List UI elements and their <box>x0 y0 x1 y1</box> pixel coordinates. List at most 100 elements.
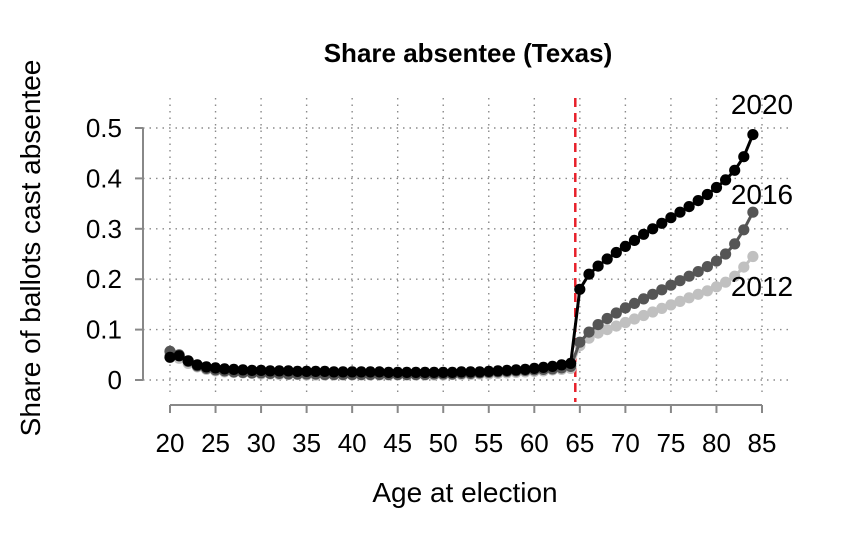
y-tick-label: 0.5 <box>86 113 122 143</box>
data-point-2016 <box>592 319 604 331</box>
data-point-2020 <box>291 365 304 377</box>
data-point-2020 <box>738 151 750 163</box>
data-point-2012 <box>738 261 750 273</box>
data-point-2020 <box>492 365 504 377</box>
x-tick-label: 55 <box>474 428 503 458</box>
x-tick-label: 85 <box>748 428 777 458</box>
data-point-2016 <box>692 266 704 278</box>
data-point-2020 <box>574 283 586 295</box>
data-point-2012 <box>683 292 695 304</box>
x-tick-label: 30 <box>247 428 276 458</box>
series-2016 <box>164 206 759 381</box>
data-point-2020 <box>546 360 559 372</box>
axes-layer: 0 0.1 0.2 0.3 0.4 0.5 20 25 30 35 40 45 50 55 60 65 70 75… <box>86 113 777 458</box>
data-point-2020 <box>383 366 395 378</box>
data-point-2016 <box>665 279 677 291</box>
data-point-2012 <box>729 270 741 282</box>
data-point-2020 <box>319 365 331 377</box>
data-point-2020 <box>710 181 723 194</box>
data-point-2020 <box>510 364 522 376</box>
data-point-2020 <box>565 357 577 369</box>
data-point-2012 <box>619 316 632 329</box>
data-point-2020 <box>264 365 276 377</box>
data-point-2020 <box>665 212 677 224</box>
data-point-2020 <box>182 355 194 367</box>
data-point-2020 <box>173 350 185 362</box>
data-point-2016 <box>674 275 686 287</box>
data-point-2020 <box>446 366 458 378</box>
data-point-2020 <box>428 366 440 378</box>
data-point-2016 <box>574 336 586 348</box>
data-point-2016 <box>747 206 759 218</box>
data-point-2020 <box>191 359 203 371</box>
chart-title: Share absentee (Texas) <box>324 38 613 68</box>
data-point-2020 <box>465 366 477 378</box>
x-tick-label: 25 <box>201 428 230 458</box>
data-point-2020 <box>656 217 668 229</box>
series-label-2020: 2020 <box>731 89 793 120</box>
data-point-2020 <box>364 366 376 378</box>
y-tick-label: 0.4 <box>86 163 122 193</box>
data-point-2020 <box>200 361 212 373</box>
data-point-2020 <box>164 351 176 363</box>
data-point-2016 <box>683 270 695 282</box>
series-label-2012: 2012 <box>731 271 793 302</box>
data-point-2020 <box>483 365 495 377</box>
data-point-2012 <box>592 327 604 339</box>
data-point-2020 <box>282 365 294 377</box>
data-point-2012 <box>601 324 613 336</box>
data-point-2020 <box>747 129 759 141</box>
data-point-2020 <box>601 253 613 265</box>
data-point-2020 <box>528 362 540 374</box>
data-point-2020 <box>628 234 641 246</box>
data-point-2020 <box>228 363 240 375</box>
data-point-2020 <box>392 366 404 378</box>
data-point-2012 <box>628 313 641 325</box>
x-tick-label: 65 <box>565 428 594 458</box>
data-point-2020 <box>219 363 231 375</box>
y-axis-label: Share of ballots cast absentee <box>15 60 46 437</box>
data-point-2012 <box>647 306 659 318</box>
y-tick-label: 0.2 <box>86 264 122 294</box>
data-point-2016 <box>619 302 632 314</box>
data-point-2020 <box>692 195 704 207</box>
data-point-2012 <box>674 295 686 307</box>
series-2020 <box>164 129 759 378</box>
data-point-2016 <box>638 293 650 305</box>
data-point-2016 <box>701 261 714 273</box>
data-point-2016 <box>720 248 732 260</box>
data-point-2020 <box>255 364 267 376</box>
data-point-2020 <box>328 366 340 378</box>
data-point-2020 <box>720 174 732 186</box>
data-point-2016 <box>583 326 595 338</box>
data-point-2020 <box>583 268 595 280</box>
data-point-2012 <box>656 302 668 314</box>
series-2012 <box>164 250 759 381</box>
data-point-2020 <box>355 366 367 378</box>
data-point-2020 <box>301 365 313 377</box>
data-point-2016 <box>647 288 659 300</box>
data-point-2020 <box>273 365 285 377</box>
x-tick-label: 60 <box>520 428 549 458</box>
data-point-2020 <box>501 364 513 376</box>
data-point-2012 <box>701 285 714 297</box>
grid-layer <box>143 98 790 393</box>
data-point-2020 <box>209 362 222 374</box>
x-axis-label: Age at election <box>372 477 557 508</box>
data-point-2016 <box>729 238 741 250</box>
data-point-2012 <box>720 276 732 288</box>
data-point-2012 <box>638 309 650 322</box>
data-point-2012 <box>610 320 622 332</box>
data-point-2016 <box>610 307 622 319</box>
data-point-2016 <box>738 224 750 236</box>
data-point-2012 <box>710 281 723 293</box>
x-tick-label: 50 <box>429 428 458 458</box>
data-point-2020 <box>610 246 622 259</box>
data-point-2016 <box>656 284 668 296</box>
data-point-2020 <box>437 366 449 378</box>
data-point-2020 <box>246 364 258 376</box>
x-tick-label: 70 <box>611 428 640 458</box>
data-point-2016 <box>601 312 613 325</box>
data-point-2020 <box>619 240 632 252</box>
data-point-2020 <box>592 260 604 272</box>
